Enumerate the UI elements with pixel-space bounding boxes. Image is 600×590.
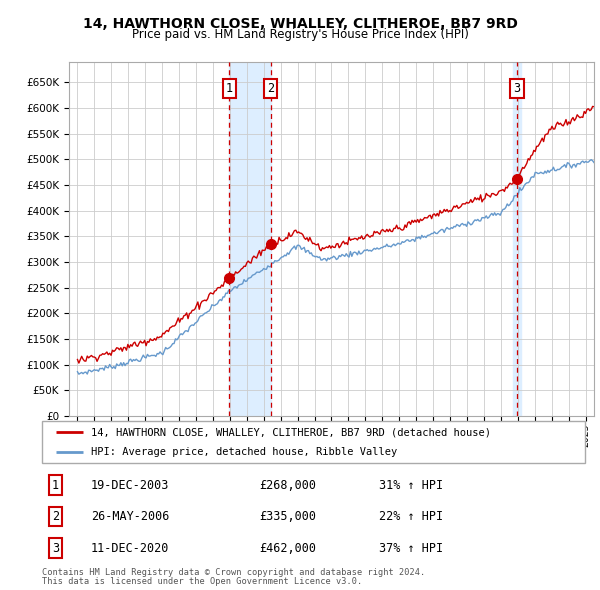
Text: 22% ↑ HPI: 22% ↑ HPI [379,510,443,523]
Text: £268,000: £268,000 [259,478,316,491]
Text: 3: 3 [514,82,521,95]
Text: 26-MAY-2006: 26-MAY-2006 [91,510,169,523]
Text: Price paid vs. HM Land Registry's House Price Index (HPI): Price paid vs. HM Land Registry's House … [131,28,469,41]
Text: 14, HAWTHORN CLOSE, WHALLEY, CLITHEROE, BB7 9RD (detached house): 14, HAWTHORN CLOSE, WHALLEY, CLITHEROE, … [91,427,491,437]
Text: 2: 2 [52,510,59,523]
Text: Contains HM Land Registry data © Crown copyright and database right 2024.: Contains HM Land Registry data © Crown c… [42,568,425,576]
Text: 14, HAWTHORN CLOSE, WHALLEY, CLITHEROE, BB7 9RD: 14, HAWTHORN CLOSE, WHALLEY, CLITHEROE, … [83,17,517,31]
FancyBboxPatch shape [42,421,585,463]
Text: 2: 2 [267,82,274,95]
Text: 11-DEC-2020: 11-DEC-2020 [91,542,169,555]
Text: £335,000: £335,000 [259,510,316,523]
Bar [229,62,271,416]
Text: 19-DEC-2003: 19-DEC-2003 [91,478,169,491]
Text: £462,000: £462,000 [259,542,316,555]
Text: 1: 1 [52,478,59,491]
Text: 3: 3 [52,542,59,555]
Bar [513,62,521,416]
Text: 37% ↑ HPI: 37% ↑ HPI [379,542,443,555]
Text: 1: 1 [226,82,233,95]
Text: HPI: Average price, detached house, Ribble Valley: HPI: Average price, detached house, Ribb… [91,447,397,457]
Text: This data is licensed under the Open Government Licence v3.0.: This data is licensed under the Open Gov… [42,577,362,586]
Text: 31% ↑ HPI: 31% ↑ HPI [379,478,443,491]
